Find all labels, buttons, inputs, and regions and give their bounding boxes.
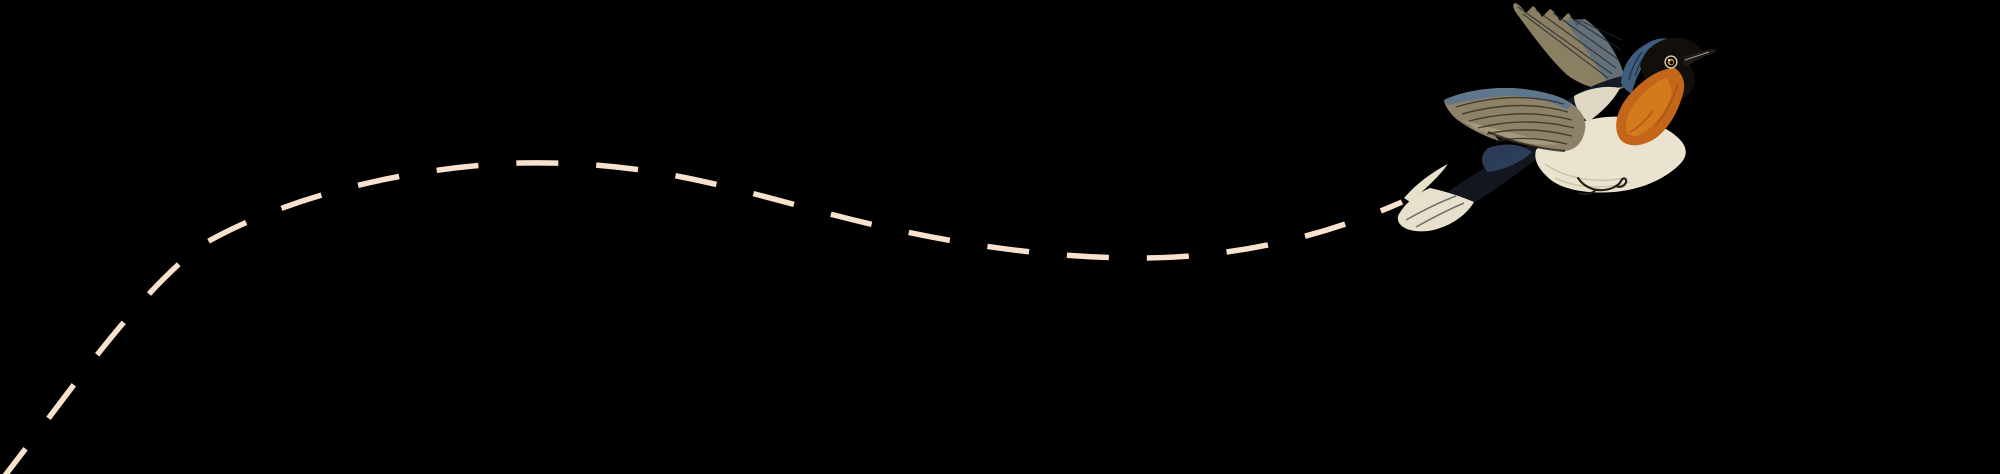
near-wing-feather-streaks <box>1455 96 1575 145</box>
near-wing-shape <box>1444 88 1586 151</box>
tail-blue-sheen <box>1482 144 1532 172</box>
throat-texture <box>1629 83 1679 133</box>
far-wing-shape <box>1513 3 1626 91</box>
eye-glint <box>1668 59 1670 61</box>
bird-scapular-patch <box>1574 86 1620 122</box>
bird-throat <box>1616 68 1685 146</box>
beak-gape-line <box>1684 51 1710 61</box>
tail-upper-cream-wedge <box>1404 164 1448 202</box>
belly-shading <box>1544 163 1631 188</box>
bird-far-wing <box>1513 3 1626 91</box>
neck-blue-shape <box>1621 38 1671 94</box>
beak-shape <box>1682 49 1717 67</box>
near-wing-blue-leading-edge <box>1444 88 1572 110</box>
bird-illustration <box>1397 3 1717 232</box>
tail-tip-separations <box>1405 195 1465 228</box>
foot-toe <box>1578 189 1597 195</box>
bird-beak <box>1682 49 1717 67</box>
flight-path-dashed-line <box>2 160 1404 474</box>
eye-pupil <box>1669 60 1674 65</box>
bird-eye <box>1664 55 1678 69</box>
bird-tail <box>1397 138 1554 232</box>
far-wing-feather-streaks <box>1517 6 1623 79</box>
far-wing-blue-overlay <box>1564 19 1626 89</box>
throat-light-center <box>1625 78 1672 137</box>
bird-near-wing <box>1444 88 1586 153</box>
tail-white-tip-fan <box>1397 188 1474 232</box>
near-wing-dark-lower-edge <box>1487 130 1566 153</box>
bird-foot <box>1576 176 1628 195</box>
